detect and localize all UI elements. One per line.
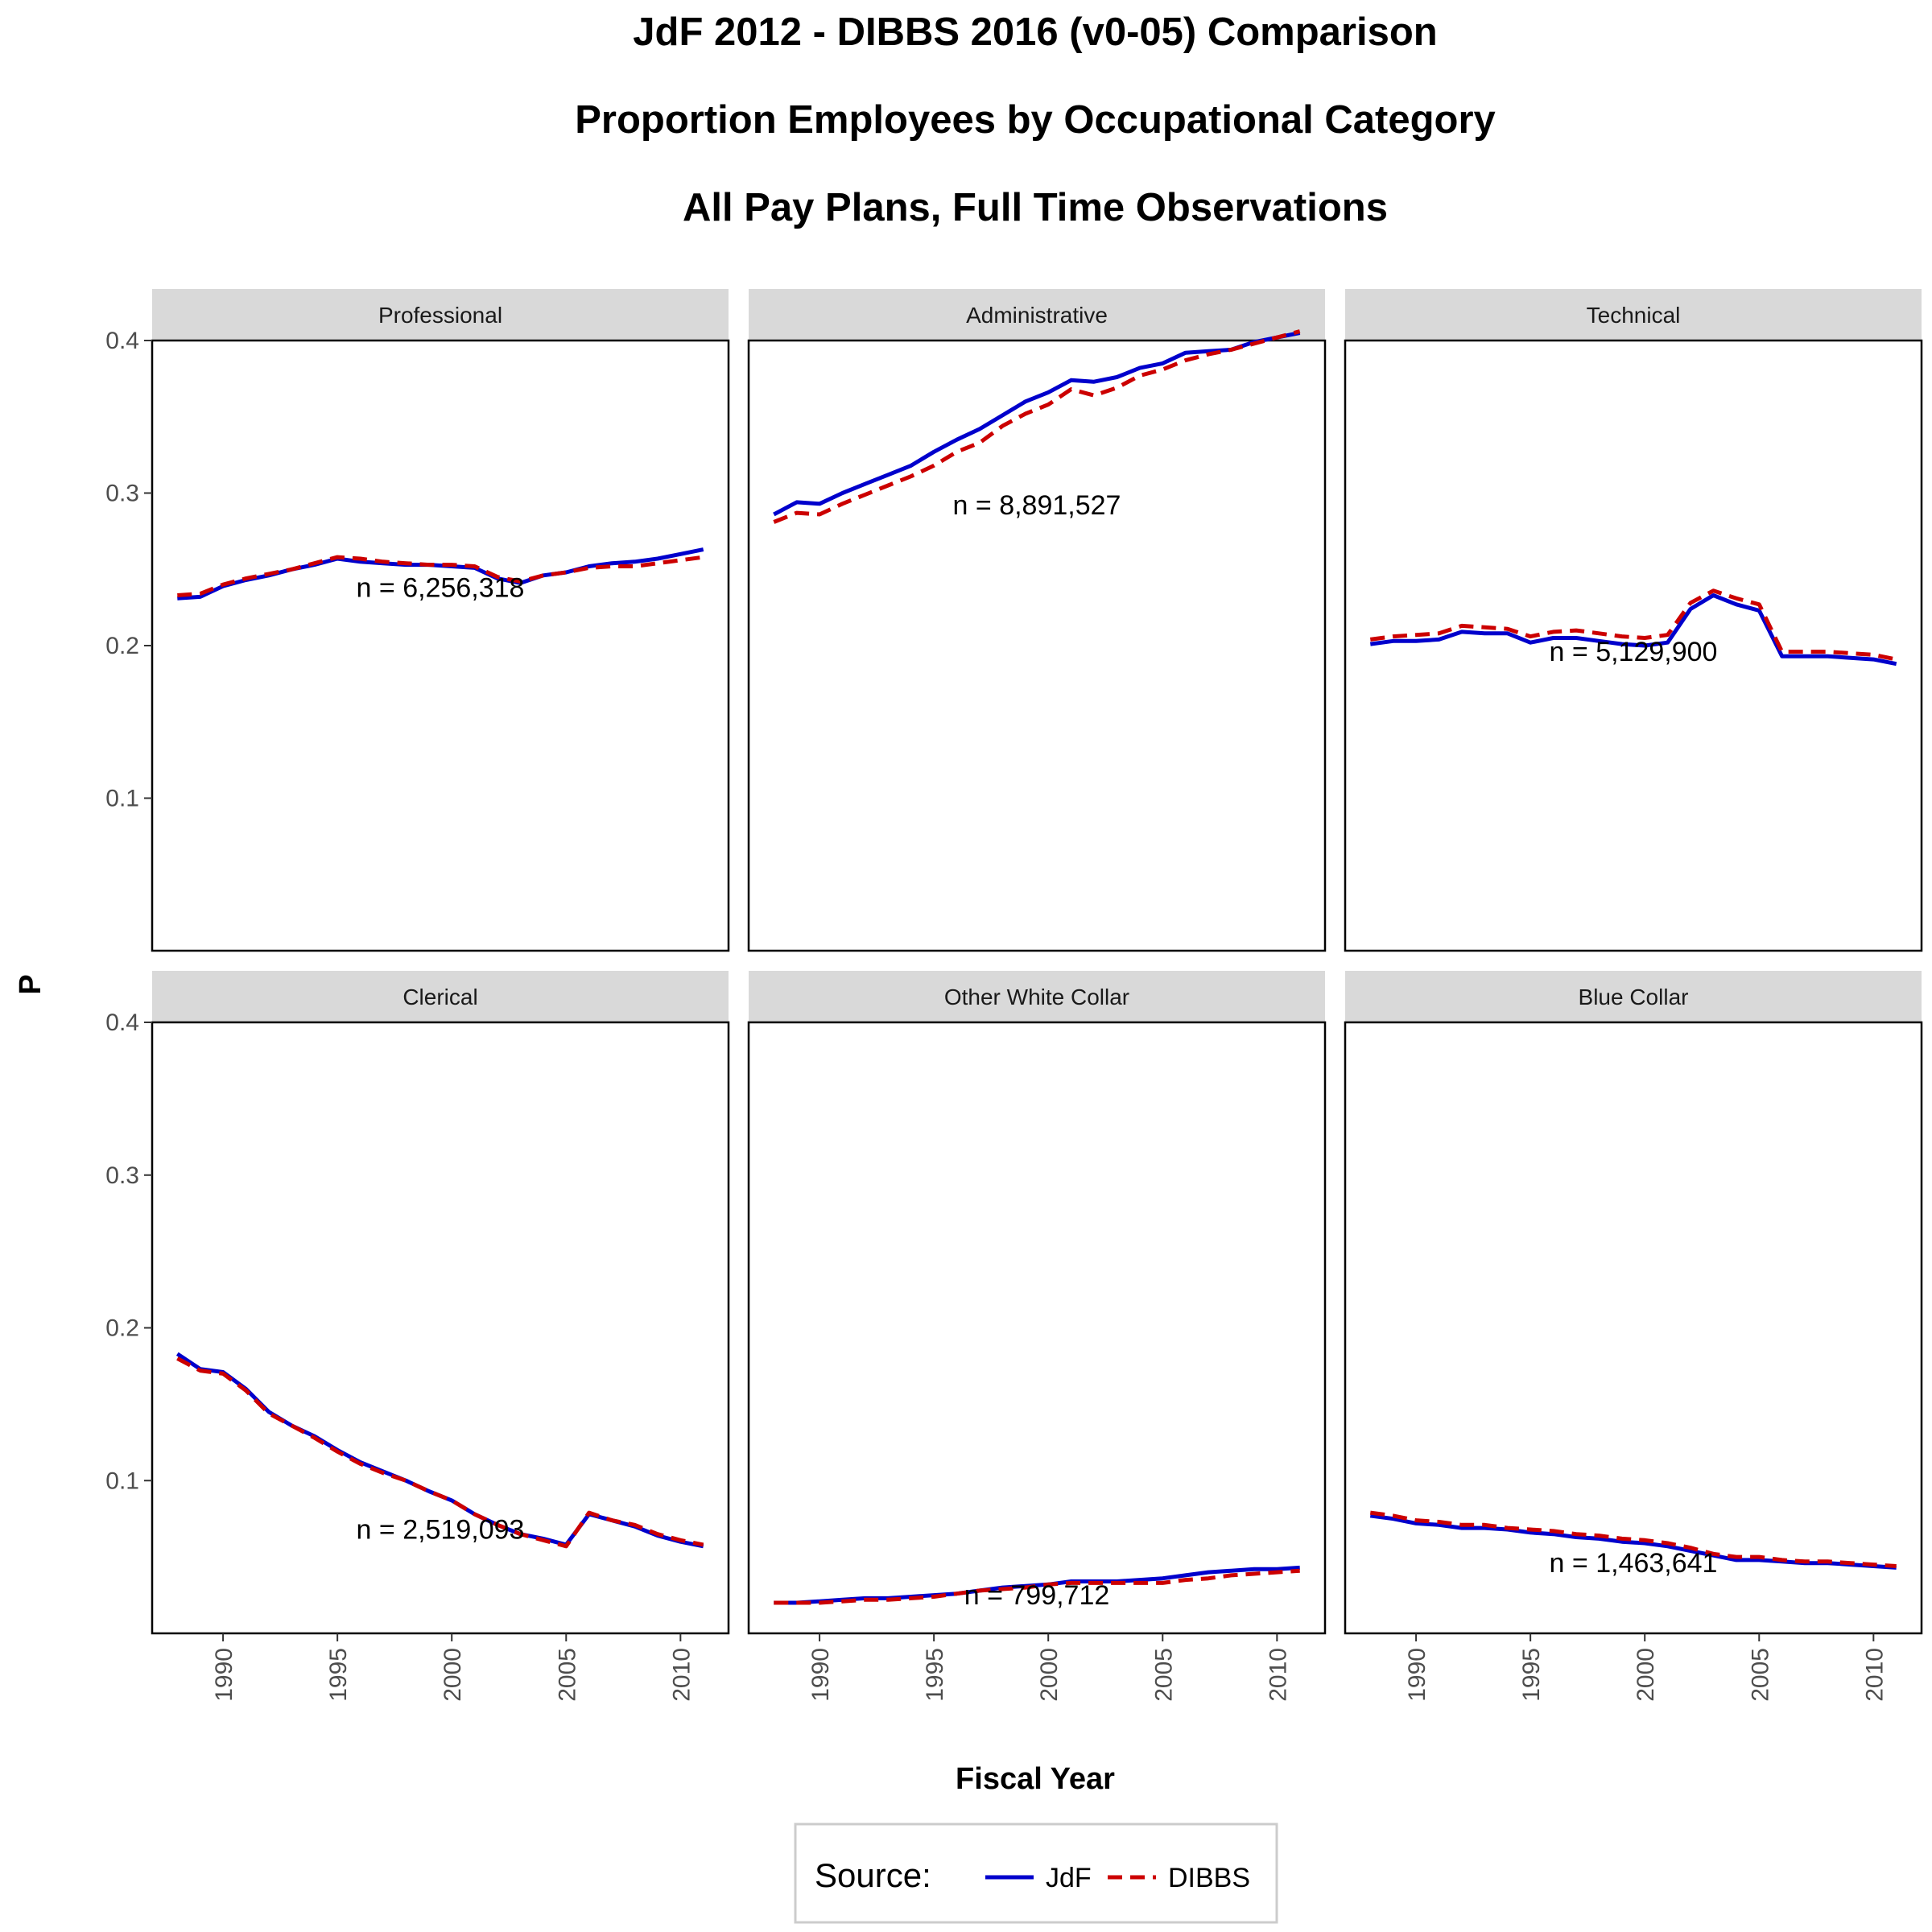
chart-title-line-3: All Pay Plans, Full Time Observations xyxy=(683,186,1388,229)
series-line-dibbs-administrative xyxy=(773,329,1301,524)
strip-technical xyxy=(1345,289,1922,341)
x-tick-label-blue-collar: 2000 xyxy=(1633,1648,1659,1702)
panel-technical: Technical n = 5,129,900 xyxy=(1344,289,1923,952)
facet-panels: Professional 0.1 0.2 0.3 0.4 n = 6,256,318 Adm… xyxy=(105,289,1923,1702)
x-tick-label-clerical: 2010 xyxy=(668,1648,695,1702)
annotation-other-white-collar: n = 799,712 xyxy=(964,1580,1110,1611)
strip-label-professional: Professional xyxy=(378,303,502,328)
annotation-administrative: n = 8,891,527 xyxy=(953,490,1121,521)
annotation-blue-collar: n = 1,463,641 xyxy=(1550,1548,1718,1579)
strip-label-other-white-collar: Other White Collar xyxy=(944,985,1129,1009)
strip-label-clerical: Clerical xyxy=(402,985,477,1009)
panel-professional: Professional 0.1 0.2 0.3 0.4 n = 6,256,318 xyxy=(105,289,730,952)
chart-title-line-1: JdF 2012 - DIBBS 2016 (v0-05) Comparison xyxy=(633,10,1437,54)
strip-blue-collar xyxy=(1345,971,1922,1022)
strip-other-white-collar xyxy=(749,971,1325,1022)
panel-blue-collar: Blue Collar 1990 1995 2000 2005 2010 n = 1,463… xyxy=(1344,971,1923,1702)
x-tick-label-other-white-collar: 1995 xyxy=(922,1648,948,1702)
x-tick-label-clerical: 2005 xyxy=(554,1648,580,1702)
plot-area-professional xyxy=(151,339,730,952)
y-tick-label-professional: 0.2 xyxy=(105,633,139,659)
y-axis-title: P xyxy=(14,974,47,994)
annotation-technical: n = 5,129,900 xyxy=(1550,637,1718,667)
series-line-dibbs-professional xyxy=(177,555,704,597)
y-tick-label-clerical: 0.2 xyxy=(105,1315,139,1342)
x-tick-label-blue-collar: 2005 xyxy=(1747,1648,1773,1702)
strip-label-blue-collar: Blue Collar xyxy=(1579,985,1689,1009)
plot-area-clerical xyxy=(151,1021,730,1635)
strip-clerical xyxy=(152,971,729,1022)
x-tick-label-blue-collar: 1990 xyxy=(1404,1648,1430,1702)
plot-area-blue-collar xyxy=(1344,1021,1923,1635)
y-tick-label-clerical: 0.1 xyxy=(105,1468,139,1494)
x-tick-label-clerical: 2000 xyxy=(440,1648,466,1702)
series-line-jdf-administrative xyxy=(773,331,1301,517)
y-tick-label-professional: 0.4 xyxy=(105,328,139,354)
y-tick-label-clerical: 0.3 xyxy=(105,1162,139,1189)
x-tick-label-other-white-collar: 1990 xyxy=(807,1648,834,1702)
x-axis-title: Fiscal Year xyxy=(956,1762,1115,1796)
strip-label-technical: Technical xyxy=(1587,303,1681,328)
series-line-dibbs-clerical xyxy=(176,1356,704,1549)
strip-label-administrative: Administrative xyxy=(966,303,1108,328)
x-tick-label-clerical: 1995 xyxy=(325,1648,352,1702)
y-tick-label-professional: 0.1 xyxy=(105,786,139,812)
y-tick-label-clerical: 0.4 xyxy=(105,1009,139,1036)
series-line-jdf-other-white-collar xyxy=(774,1565,1300,1605)
plot-area-administrative xyxy=(747,339,1327,952)
x-tick-label-blue-collar: 2010 xyxy=(1861,1648,1888,1702)
panel-clerical: Clerical 0.1 0.2 0.3 0.4 1990 1995 2000 2005 2010… xyxy=(105,971,730,1702)
y-tick-label-professional: 0.3 xyxy=(105,481,139,507)
legend-box xyxy=(794,1823,1278,1924)
annotation-professional: n = 6,256,318 xyxy=(357,572,525,603)
strip-professional xyxy=(152,289,729,341)
x-tick-label-clerical: 1990 xyxy=(211,1648,237,1702)
chart-titles: JdF 2012 - DIBBS 2016 (v0-05) Comparison… xyxy=(575,10,1496,229)
plot-area-other-white-collar xyxy=(747,1021,1327,1635)
legend-title: Source: xyxy=(815,1856,931,1894)
series-line-dibbs-other-white-collar xyxy=(774,1568,1300,1605)
series-line-jdf-technical xyxy=(1369,593,1897,667)
x-tick-label-other-white-collar: 2005 xyxy=(1150,1648,1177,1702)
chart-title-line-2: Proportion Employees by Occupational Cat… xyxy=(575,98,1496,142)
legend-label-dibbs: DIBBS xyxy=(1168,1863,1250,1893)
annotation-clerical: n = 2,519,093 xyxy=(357,1514,525,1545)
x-tick-label-blue-collar: 1995 xyxy=(1518,1648,1545,1702)
x-tick-label-other-white-collar: 2000 xyxy=(1036,1648,1063,1702)
series-line-dibbs-blue-collar xyxy=(1369,1510,1897,1568)
legend-label-jdf: JdF xyxy=(1046,1863,1092,1893)
legend: Source: JdF DIBBS xyxy=(794,1823,1278,1924)
panel-other-white-collar: Other White Collar 1990 1995 2000 2005 2010 n … xyxy=(747,971,1327,1702)
x-tick-label-other-white-collar: 2010 xyxy=(1265,1648,1291,1702)
strip-administrative xyxy=(749,289,1325,341)
panel-administrative: Administrative n = 8,891,527 xyxy=(747,289,1327,952)
